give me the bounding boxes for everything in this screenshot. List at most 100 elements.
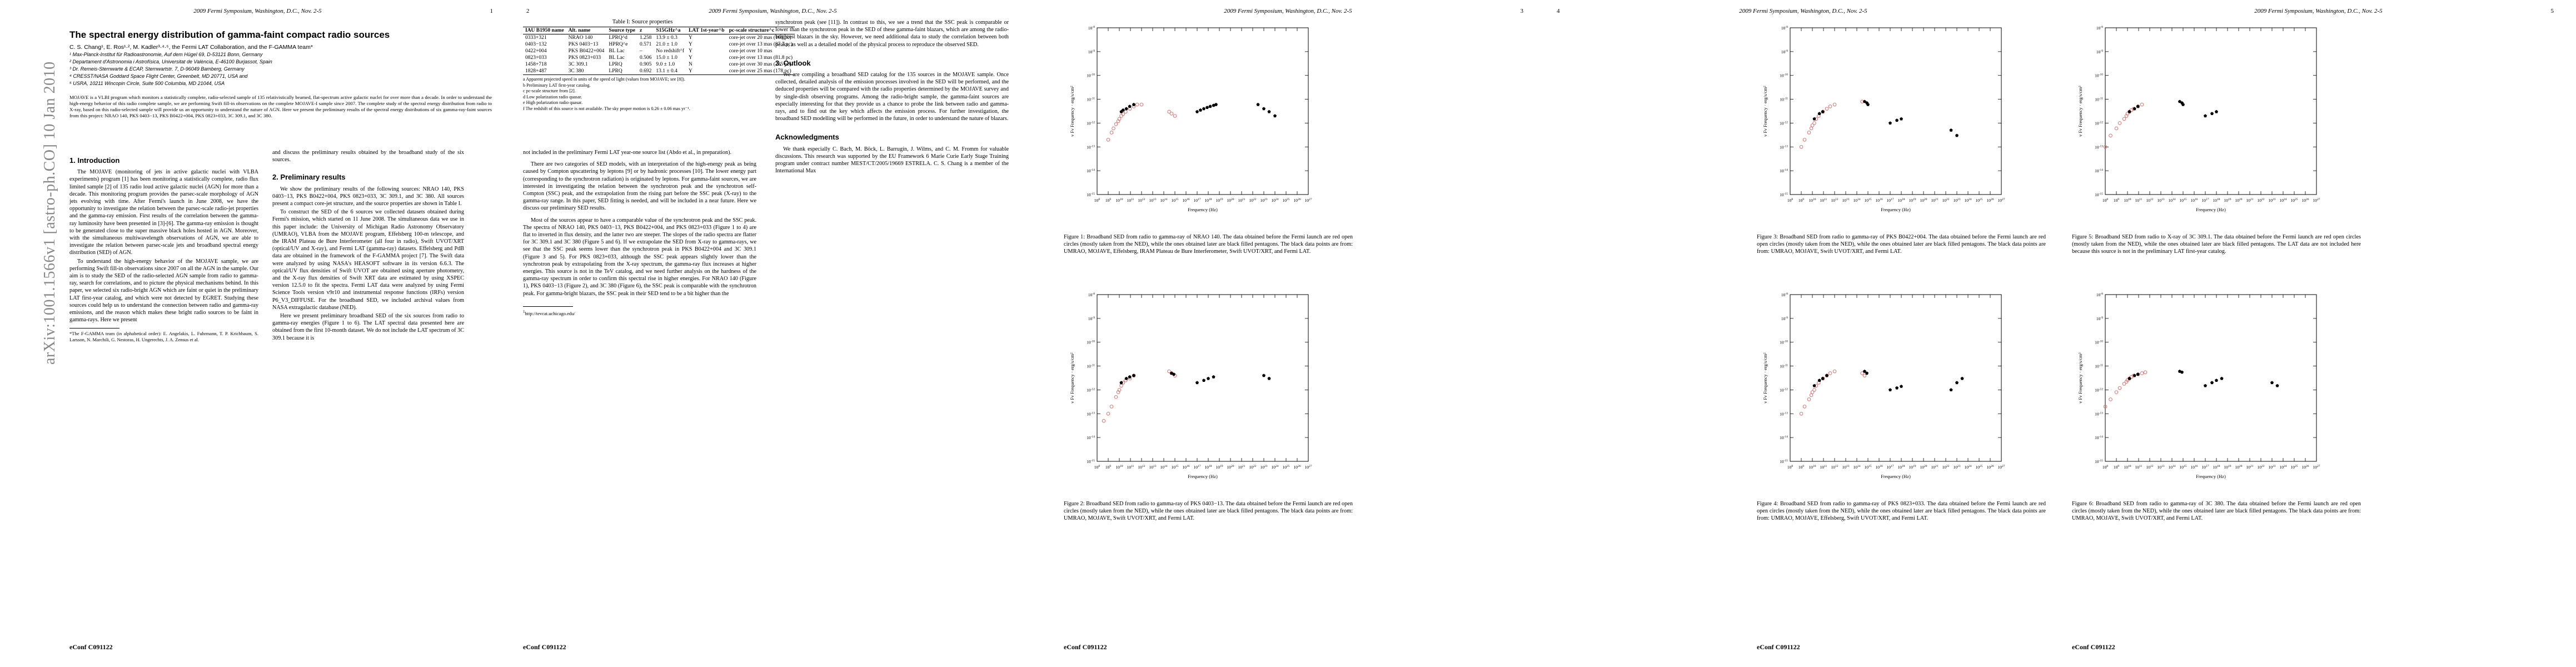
x-tick-label: 1026 — [1987, 198, 1994, 203]
x-tick-label: 108 — [1787, 465, 1793, 470]
x-tick-label: 1010 — [1809, 465, 1816, 470]
x-tick-exponent: 8 — [2106, 465, 2108, 468]
table-header-cell: Alt. name — [568, 28, 591, 33]
y-tick-exponent: -12 — [2099, 121, 2104, 124]
table-row: 0403−132 PKS 0403−13 HPRQ^e 0.571 21.0 ± 1.0… — [523, 41, 795, 48]
x-tick-label: 1010 — [1809, 198, 1816, 203]
x-tick-label: 1015 — [2180, 198, 2187, 203]
x-tick-exponent: 12 — [1142, 465, 1145, 468]
x-tick-exponent: 14 — [1857, 198, 1861, 201]
x-tick-exponent: 24 — [1275, 465, 1279, 468]
y-tick-label: 10-11 — [2095, 97, 2103, 102]
table-cell: 0.692 — [640, 68, 652, 74]
section-heading: Acknowledgments — [775, 133, 839, 142]
x-tick-exponent: 27 — [2002, 198, 2005, 201]
y-tick-exponent: -13 — [2099, 145, 2104, 148]
sed-plot-nrao-140: 108 109 1010 1011 1012 1013 1014 1015 1016 1017 10… — [1069, 26, 1312, 212]
x-tick-exponent: 25 — [2295, 198, 2298, 201]
x-tick-exponent: 19 — [1220, 198, 1223, 201]
pre-fermi-data-point — [2122, 382, 2126, 386]
post-fermi-data-point — [1124, 376, 1128, 380]
post-fermi-data-point — [1895, 118, 1899, 122]
x-tick-label: 1021 — [1238, 465, 1245, 470]
sed-plot-pks-0403-13: 108 109 1010 1011 1012 1013 1014 1015 1016 1017 10… — [1069, 292, 1312, 479]
x-tick-label: 1016 — [2191, 198, 2198, 203]
sed-plot-pks-0823-033: 108 109 1010 1011 1012 1013 1014 1015 1016 1017 10… — [1762, 292, 2005, 479]
x-tick-exponent: 15 — [1175, 198, 1179, 201]
x-tick-label: 1013 — [2158, 465, 2165, 470]
pre-fermi-data-point — [1832, 369, 1837, 374]
x-tick-label: 1027 — [1305, 465, 1312, 470]
post-fermi-data-point — [2127, 376, 2131, 380]
post-fermi-data-point — [1205, 106, 1209, 109]
x-tick-label: 1025 — [1283, 198, 1290, 203]
table-row: 0422+004 PKS B0422+004 BL Lac – No redshift^… — [523, 48, 795, 54]
x-tick-exponent: 22 — [2261, 465, 2265, 468]
x-tick-label: 1017 — [1887, 198, 1894, 203]
table-header-cell: pc-scale structure^c — [729, 28, 775, 33]
post-fermi-data-point — [2178, 99, 2181, 103]
footnote-rule — [523, 306, 573, 307]
post-fermi-data-point — [2136, 372, 2140, 376]
y-tick-label: 10-8 — [1781, 26, 1788, 31]
x-tick-label: 1017 — [1887, 465, 1894, 470]
post-fermi-data-point — [1955, 133, 1959, 137]
y-tick-label: 10-8 — [1088, 292, 1095, 297]
post-fermi-data-point — [2132, 374, 2136, 377]
y-tick-label: 10-12 — [1780, 387, 1788, 392]
x-tick-label: 1012 — [2146, 198, 2154, 203]
pre-fermi-data-point — [1102, 419, 1106, 423]
x-tick-label: 1020 — [2235, 465, 2243, 470]
x-tick-label: 1015 — [2180, 465, 2187, 470]
x-tick-exponent: 25 — [1287, 465, 1290, 468]
page2-right-column: synchrotron peak (see [11]). In contrast… — [775, 19, 1009, 176]
x-tick-label: 1022 — [1249, 465, 1257, 470]
pre-fermi-data-point — [2114, 390, 2119, 394]
x-tick-exponent: 22 — [1946, 198, 1950, 201]
x-tick-label: 108 — [1787, 198, 1793, 203]
affiliation-3: ³ Dr. Remeis-Sternwarte & ECAP, Sternwar… — [69, 66, 245, 72]
y-tick-exponent: -9 — [2100, 49, 2103, 53]
table-cell: core-jet over 25 mas (178 pc) — [729, 68, 791, 74]
x-tick-exponent: 18 — [1902, 465, 1905, 468]
x-tick-label: 1025 — [1283, 465, 1290, 470]
figure-4-caption: Figure 4: Broadband SED from radio to ga… — [1757, 501, 2046, 521]
table-footnote: b Preliminary LAT first-year catalog. — [523, 82, 591, 88]
pre-fermi-data-point — [1167, 369, 1171, 374]
pre-fermi-data-point — [2122, 117, 2126, 121]
x-tick-label: 1021 — [2246, 465, 2254, 470]
x-tick-label: 109 — [2114, 465, 2120, 470]
x-tick-label: 1019 — [1216, 465, 1223, 470]
figure-6-caption: Figure 6: Broadband SED from radio to ga… — [2072, 501, 2361, 521]
page1-left-column: 1. Introduction The MOJAVE (monitoring o… — [69, 149, 258, 342]
y-tick-exponent: -10 — [1091, 73, 1095, 77]
x-tick-exponent: 13 — [2161, 465, 2165, 468]
table-cell: 0422+004 — [525, 48, 547, 54]
pre-fermi-data-point — [1135, 102, 1139, 107]
post-fermi-data-point — [2132, 107, 2136, 111]
x-tick-exponent: 15 — [1175, 465, 1179, 468]
x-tick-label: 1024 — [1272, 465, 1279, 470]
table-footnote: e High polarization radio quasar. — [523, 100, 583, 105]
url-footnote: 1http://tevcat.uchicago.edu/ — [523, 309, 575, 316]
y-tick-exponent: -10 — [1784, 340, 1788, 344]
figure-1: 108 109 1010 1011 1012 1013 1014 1015 1016 1017 10… — [1064, 17, 1319, 225]
x-tick-exponent: 24 — [2284, 465, 2287, 468]
x-tick-exponent: 11 — [2139, 198, 2142, 201]
x-tick-exponent: 23 — [1957, 198, 1961, 201]
x-tick-exponent: 10 — [1813, 465, 1816, 468]
x-tick-label: 1017 — [2202, 465, 2209, 470]
x-tick-exponent: 21 — [1242, 465, 1245, 468]
x-tick-label: 1015 — [1865, 198, 1872, 203]
table-caption: Table I: Source properties — [612, 19, 673, 25]
x-tick-label: 1013 — [1842, 465, 1850, 470]
post-fermi-data-point — [2220, 376, 2224, 380]
table-cell: 1458+718 — [525, 62, 547, 67]
running-header: 2009 Fermi Symposium, Washington, D.C., … — [2254, 8, 2383, 14]
table-cell: 13.1 ± 0.4 — [656, 68, 677, 74]
pre-fermi-data-point — [2109, 397, 2112, 401]
x-tick-label: 1017 — [1194, 465, 1201, 470]
x-tick-exponent: 26 — [2306, 465, 2309, 468]
y-tick-exponent: -13 — [1091, 145, 1095, 148]
pre-fermi-data-point — [1106, 138, 1110, 142]
